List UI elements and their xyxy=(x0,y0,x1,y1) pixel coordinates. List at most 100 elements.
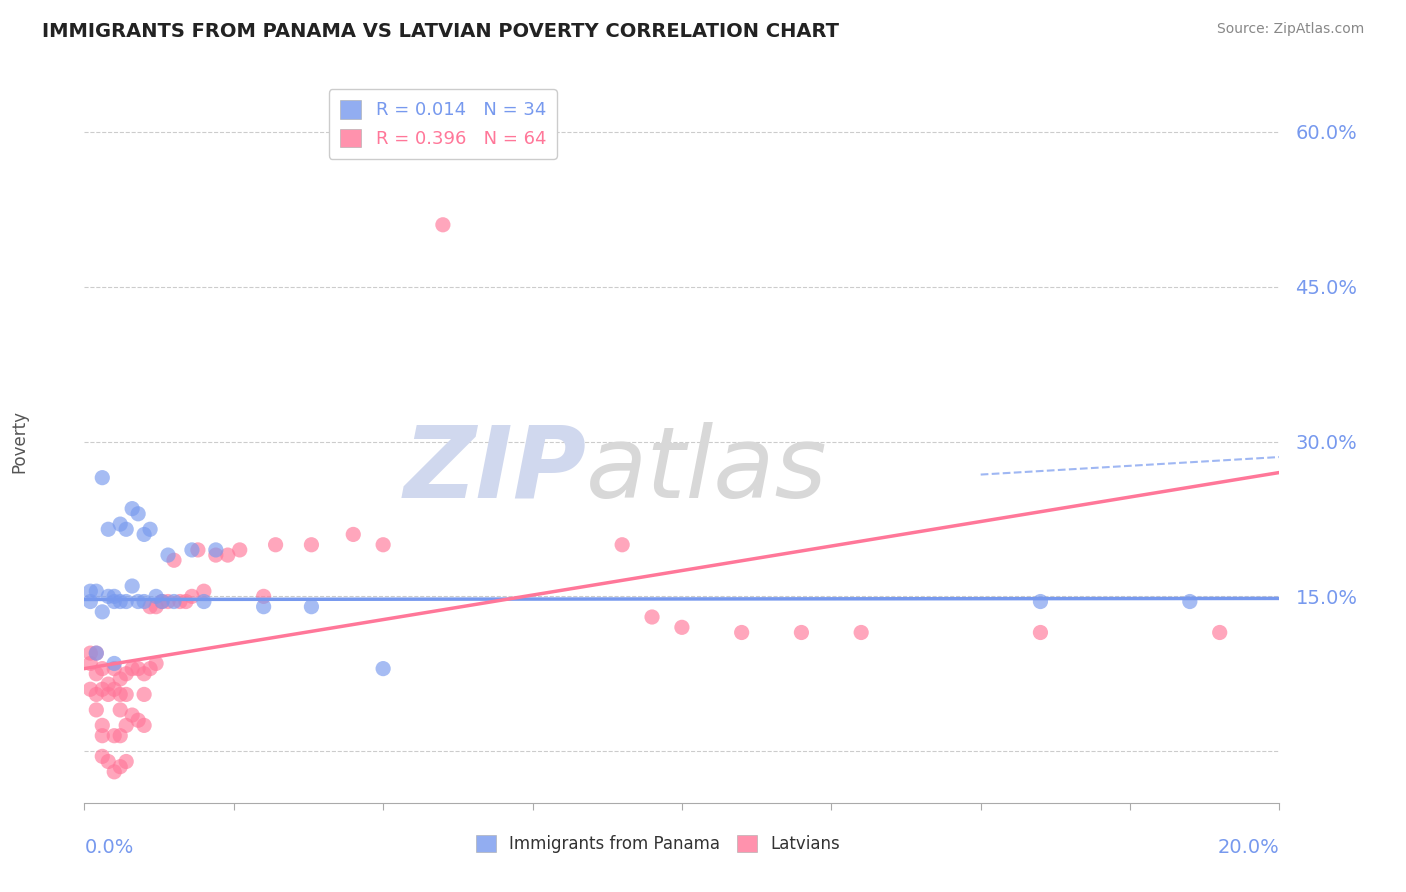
Point xyxy=(301,538,323,552)
Point xyxy=(157,548,180,562)
Point xyxy=(132,687,156,701)
Point xyxy=(97,687,120,701)
Point xyxy=(110,729,132,743)
Point xyxy=(79,682,101,697)
Point xyxy=(790,625,813,640)
Text: ZIP: ZIP xyxy=(404,422,586,519)
Point xyxy=(127,713,149,727)
Point xyxy=(1209,625,1232,640)
Point xyxy=(139,522,162,536)
Text: Source: ZipAtlas.com: Source: ZipAtlas.com xyxy=(1216,22,1364,37)
Point xyxy=(91,718,114,732)
Point xyxy=(373,538,395,552)
Point xyxy=(671,620,693,634)
Point xyxy=(253,599,276,614)
Point xyxy=(97,677,120,691)
Point xyxy=(79,584,101,599)
Point xyxy=(132,666,156,681)
Point xyxy=(127,507,149,521)
Point xyxy=(86,703,108,717)
Point xyxy=(145,590,167,604)
Point xyxy=(91,662,114,676)
Point xyxy=(139,599,162,614)
Point xyxy=(851,625,873,640)
Point xyxy=(110,517,132,532)
Point xyxy=(228,542,252,557)
Point xyxy=(432,218,454,232)
Point xyxy=(132,527,156,541)
Point xyxy=(110,594,132,608)
Point xyxy=(110,760,132,774)
Point xyxy=(91,605,114,619)
Point xyxy=(97,590,120,604)
Point xyxy=(91,682,114,697)
Text: IMMIGRANTS FROM PANAMA VS LATVIAN POVERTY CORRELATION CHART: IMMIGRANTS FROM PANAMA VS LATVIAN POVERT… xyxy=(42,22,839,41)
Point xyxy=(103,729,125,743)
Point xyxy=(157,594,180,608)
Point xyxy=(1029,625,1052,640)
Point xyxy=(103,682,125,697)
Point xyxy=(110,687,132,701)
Point xyxy=(91,729,114,743)
Point xyxy=(97,755,120,769)
Point xyxy=(110,703,132,717)
Point xyxy=(121,708,143,723)
Point xyxy=(301,599,323,614)
Point xyxy=(121,501,143,516)
Point xyxy=(79,646,101,660)
Point xyxy=(193,584,215,599)
Point xyxy=(193,594,215,608)
Point xyxy=(150,594,173,608)
Point xyxy=(97,522,120,536)
Text: atlas: atlas xyxy=(586,422,828,519)
Point xyxy=(187,542,209,557)
Text: 20.0%: 20.0% xyxy=(1218,838,1279,856)
Point xyxy=(115,755,138,769)
Point xyxy=(86,646,108,660)
Point xyxy=(91,471,114,485)
Point xyxy=(342,527,364,541)
Point xyxy=(91,749,114,764)
Point xyxy=(86,646,108,660)
Point xyxy=(86,687,108,701)
Point xyxy=(103,590,125,604)
Point xyxy=(373,662,395,676)
Point xyxy=(205,542,228,557)
Point xyxy=(132,594,156,608)
Point xyxy=(86,666,108,681)
Point xyxy=(641,610,664,624)
Point xyxy=(163,553,186,567)
Text: 0.0%: 0.0% xyxy=(84,838,134,856)
Point xyxy=(86,584,108,599)
Point xyxy=(115,718,138,732)
Point xyxy=(731,625,754,640)
Point xyxy=(145,657,167,671)
Point xyxy=(103,764,125,779)
Point xyxy=(103,594,125,608)
Point xyxy=(115,687,138,701)
Point xyxy=(103,662,125,676)
Point xyxy=(139,662,162,676)
Y-axis label: Poverty: Poverty xyxy=(11,410,28,473)
Point xyxy=(103,657,125,671)
Point xyxy=(612,538,634,552)
Point xyxy=(127,594,149,608)
Point xyxy=(79,594,101,608)
Point xyxy=(1178,594,1201,608)
Point xyxy=(121,579,143,593)
Point xyxy=(150,594,173,608)
Point xyxy=(264,538,287,552)
Point xyxy=(121,662,143,676)
Legend: Immigrants from Panama, Latvians: Immigrants from Panama, Latvians xyxy=(470,828,846,860)
Point xyxy=(181,590,204,604)
Point xyxy=(217,548,239,562)
Point xyxy=(115,594,138,608)
Point xyxy=(169,594,191,608)
Point xyxy=(79,657,101,671)
Point xyxy=(110,672,132,686)
Point xyxy=(174,594,197,608)
Point xyxy=(127,662,149,676)
Point xyxy=(145,599,167,614)
Point xyxy=(181,542,204,557)
Point xyxy=(163,594,186,608)
